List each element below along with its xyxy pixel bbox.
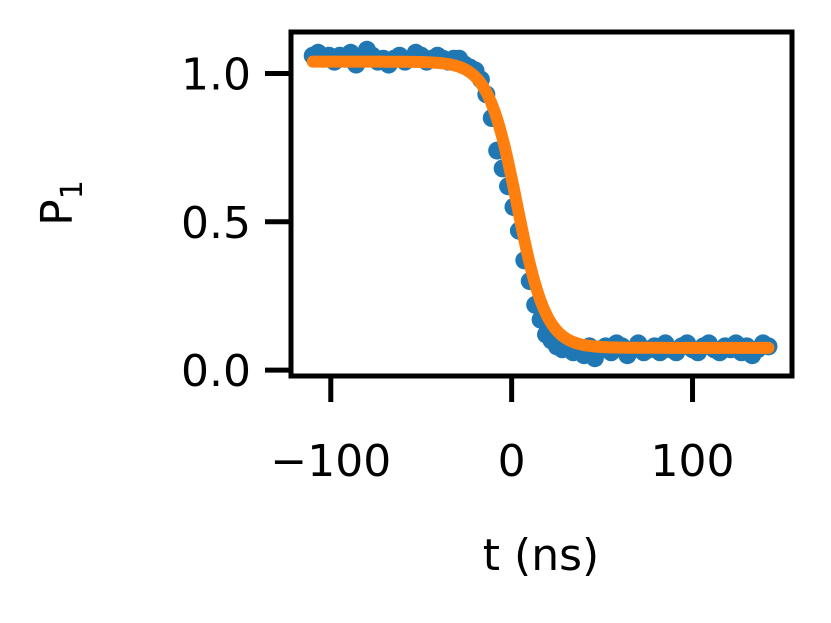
plot-frame	[288, 29, 795, 379]
y-axis-label-main: P	[32, 199, 83, 226]
labels: t (ns) P1	[32, 180, 599, 581]
x-tick-label-2: 100	[651, 436, 735, 487]
y-axis-label-subscript: 1	[55, 180, 90, 199]
data-layer	[303, 40, 778, 368]
y-tick-label-0: 0.0	[181, 346, 251, 397]
fit-line	[306, 55, 775, 354]
y-tick-label-1: 0.5	[181, 198, 251, 249]
x-axis-label: t (ns)	[483, 530, 599, 581]
x-tick-label-1: 0	[498, 436, 526, 487]
x-tick-label-0: −100	[270, 436, 391, 487]
y-tick-label-2: 1.0	[181, 50, 251, 101]
y-axis-label: P1	[32, 180, 90, 226]
axes: −100 0 100 0.0 0.5 1.0	[181, 29, 795, 487]
